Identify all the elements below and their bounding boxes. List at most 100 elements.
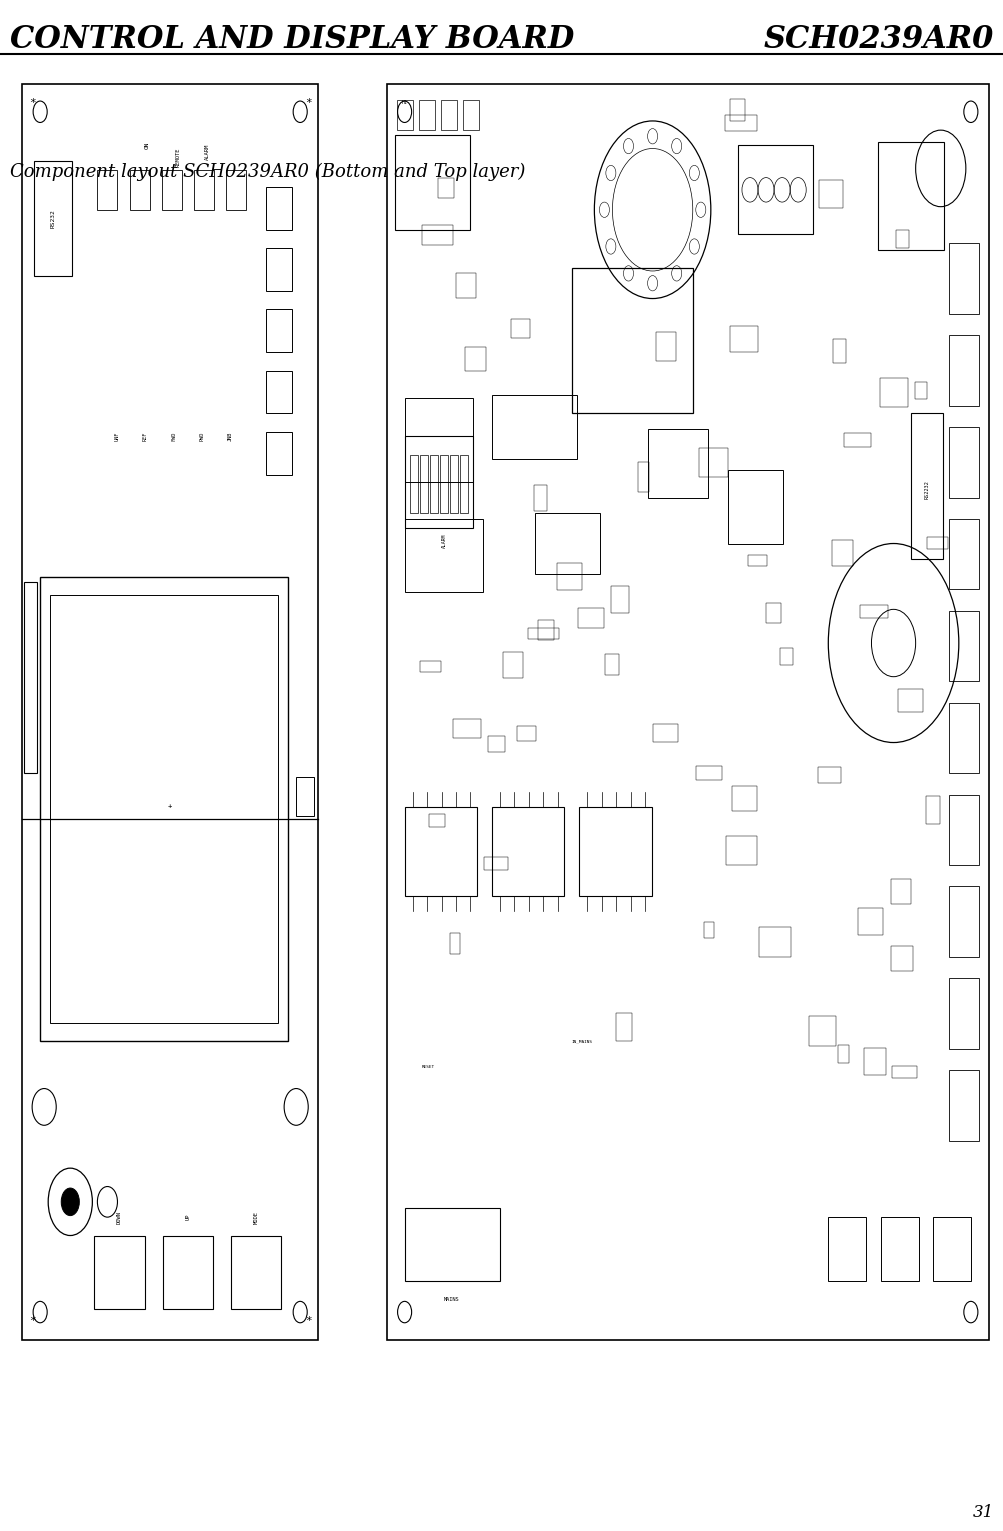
Bar	[737, 145, 812, 234]
Bar	[503, 652, 523, 678]
Text: 31: 31	[972, 1503, 993, 1522]
Bar	[437, 178, 453, 199]
Bar	[572, 268, 692, 413]
Text: MODE: MODE	[254, 1211, 258, 1223]
Bar	[296, 778, 314, 816]
Bar	[927, 537, 948, 550]
Bar	[727, 470, 782, 544]
Bar	[808, 1017, 834, 1046]
Bar	[758, 928, 790, 957]
Bar	[439, 455, 447, 513]
Text: *: *	[29, 98, 35, 107]
Bar	[40, 577, 288, 1041]
Bar	[161, 170, 182, 210]
Bar	[534, 485, 547, 511]
Bar	[491, 807, 564, 896]
Text: *: *	[305, 98, 311, 107]
Bar	[948, 978, 978, 1049]
Bar	[579, 807, 651, 896]
Bar	[404, 519, 482, 592]
Bar	[404, 436, 472, 528]
Text: UNF: UNF	[115, 432, 119, 441]
Bar	[456, 273, 475, 299]
Bar	[22, 84, 318, 1340]
Bar	[266, 432, 292, 475]
Bar	[948, 335, 978, 406]
Bar	[838, 1046, 848, 1064]
Bar	[948, 427, 978, 498]
Bar	[528, 628, 558, 640]
Text: ALARM: ALARM	[206, 144, 210, 159]
Bar	[858, 908, 882, 935]
Bar	[578, 608, 604, 628]
Bar	[948, 795, 978, 865]
Text: SCH0239AR0: SCH0239AR0	[763, 24, 993, 55]
Bar	[396, 100, 412, 130]
Bar	[925, 796, 939, 825]
Bar	[535, 513, 600, 574]
Bar	[724, 115, 756, 130]
Bar	[404, 1208, 499, 1281]
Bar	[429, 455, 437, 513]
Text: Component layout SCH0239AR0 (Bottom and Top layer): Component layout SCH0239AR0 (Bottom and …	[10, 162, 525, 181]
Bar	[725, 836, 756, 865]
Bar	[226, 170, 246, 210]
Bar	[419, 455, 427, 513]
Bar	[827, 1217, 866, 1281]
Bar	[647, 429, 707, 498]
Text: RS2232: RS2232	[924, 481, 928, 499]
Bar	[404, 807, 476, 896]
Bar	[831, 340, 846, 363]
Bar	[948, 243, 978, 314]
Bar	[879, 378, 907, 407]
Bar	[652, 724, 677, 743]
Bar	[910, 413, 942, 559]
Bar	[97, 170, 117, 210]
Text: REF: REF	[143, 432, 147, 441]
Bar	[129, 170, 149, 210]
Text: +: +	[168, 804, 173, 810]
Bar	[948, 611, 978, 681]
Bar	[266, 309, 292, 352]
Bar	[491, 395, 577, 459]
Bar	[896, 230, 908, 248]
Bar	[511, 318, 530, 338]
Bar	[729, 100, 744, 121]
Bar	[24, 582, 37, 773]
Text: CONTROL AND DISPLAY BOARD: CONTROL AND DISPLAY BOARD	[10, 24, 574, 55]
Bar	[898, 689, 922, 712]
Bar	[462, 100, 478, 130]
Bar	[948, 703, 978, 773]
Bar	[266, 187, 292, 230]
Text: IN_MAINS: IN_MAINS	[572, 1040, 592, 1043]
Bar	[459, 455, 467, 513]
Bar	[765, 603, 779, 623]
Bar	[729, 326, 757, 352]
Bar	[517, 726, 535, 741]
Text: H1: H1	[401, 100, 407, 106]
Bar	[464, 348, 486, 372]
Bar	[747, 554, 766, 565]
Bar	[50, 596, 278, 1023]
Text: PWD: PWD	[200, 432, 204, 441]
Bar	[428, 814, 445, 827]
Text: MAINS: MAINS	[443, 1297, 459, 1303]
Text: ON: ON	[145, 142, 149, 149]
Bar	[422, 225, 452, 245]
Bar	[266, 248, 292, 291]
Bar	[699, 447, 727, 478]
Circle shape	[61, 1188, 79, 1216]
Bar	[452, 720, 480, 738]
Bar	[194, 170, 214, 210]
Bar	[948, 519, 978, 589]
Bar	[449, 934, 460, 954]
Text: ALARM: ALARM	[442, 533, 446, 548]
Bar	[34, 161, 72, 276]
Bar	[859, 605, 888, 619]
Bar	[731, 785, 756, 810]
Text: RESET: RESET	[421, 1066, 435, 1069]
Text: REMOTE: REMOTE	[176, 149, 180, 167]
Bar	[404, 398, 472, 482]
Text: JNB: JNB	[228, 432, 232, 441]
Bar	[915, 383, 926, 400]
